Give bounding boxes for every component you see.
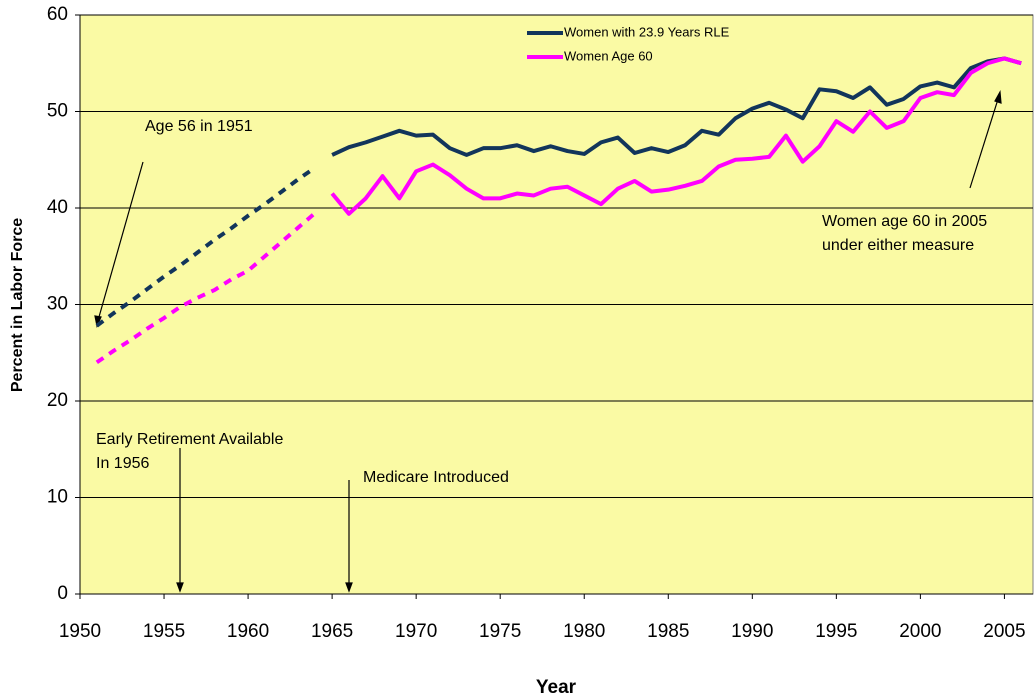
x-tick-label: 1980 [563, 621, 605, 642]
annotation: Age 56 in 1951 [145, 118, 253, 135]
x-tick-label: 2000 [899, 621, 941, 642]
annotation: under either measure [822, 237, 974, 254]
annotation: Women age 60 in 2005 [822, 213, 987, 230]
y-tick-label: 60 [47, 4, 68, 25]
x-tick-label: 1990 [731, 621, 773, 642]
arrowhead [345, 582, 353, 593]
x-tick-label: 1955 [143, 621, 185, 642]
x-tick-label: 1975 [479, 621, 521, 642]
series-line-dashed [95, 211, 317, 365]
x-tick-label: 1985 [647, 621, 689, 642]
y-tick-label: 30 [47, 294, 68, 315]
series-line-dashed [95, 165, 317, 328]
series-line [331, 56, 1022, 157]
annotation: Early Retirement Available [96, 431, 283, 448]
x-tick-label: 1950 [59, 621, 101, 642]
annotation: Medicare Introduced [363, 469, 509, 486]
annotation: In 1956 [96, 455, 149, 472]
arrowhead [176, 582, 184, 593]
y-tick-label: 40 [47, 197, 68, 218]
x-tick-label: 1970 [395, 621, 437, 642]
series-line [330, 56, 1022, 216]
y-tick-label: 20 [47, 390, 68, 411]
y-tick-label: 10 [47, 487, 68, 508]
x-tick-label: 1995 [815, 621, 857, 642]
arrow [96, 161, 144, 325]
legend-label: Women with 23.9 Years RLE [564, 24, 730, 39]
arrowhead [994, 90, 1002, 104]
x-axis-title: Year [536, 677, 577, 698]
legend-label: Women Age 60 [564, 48, 653, 63]
y-axis-title: Percent in Labor Force [9, 218, 26, 392]
x-tick-label: 2005 [983, 621, 1025, 642]
x-tick-label: 1965 [311, 621, 353, 642]
y-tick-label: 0 [57, 583, 68, 604]
x-tick-label: 1960 [227, 621, 269, 642]
y-tick-label: 50 [47, 101, 68, 122]
